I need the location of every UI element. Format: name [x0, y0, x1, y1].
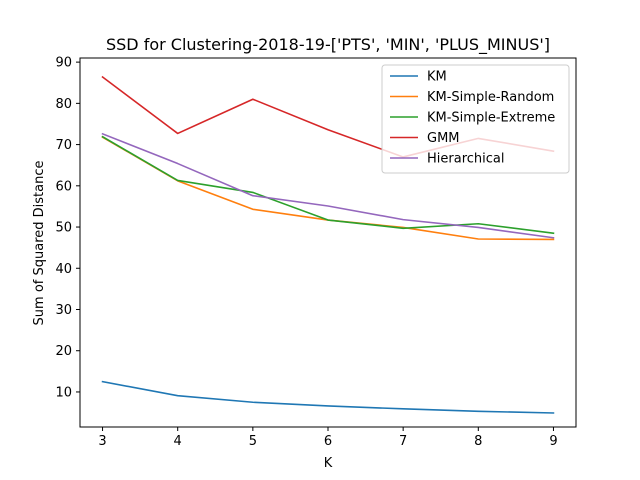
y-tick-label: 60	[55, 179, 72, 194]
legend-label: KM-Simple-Extreme	[427, 111, 555, 126]
y-axis-title: Sum of Squared Distance	[32, 161, 47, 326]
x-tick-label: 5	[249, 434, 257, 449]
y-tick-label: 40	[55, 262, 72, 277]
y-tick-label: 50	[55, 221, 72, 236]
legend-label: Hierarchical	[427, 152, 504, 167]
y-tick-label: 90	[55, 56, 72, 71]
legend: KM KM-Simple-Random KM-Simple-Extreme GMM Hi…	[381, 64, 570, 174]
series-line-km-simple-extreme	[101, 135, 555, 235]
y-tick-label: 80	[55, 97, 72, 112]
legend-label: KM	[427, 70, 447, 85]
x-tick-label: 7	[399, 434, 407, 449]
y-tick-label: 10	[55, 385, 72, 400]
series-line-hierarchical	[101, 132, 555, 239]
chart-title: SSD for Clustering-2018-19-['PTS', 'MIN'…	[106, 35, 550, 55]
x-tick-label: 6	[324, 434, 332, 449]
legend-box	[381, 64, 570, 174]
plot-area: 3 4 5 6 7 8 9 10 20 30 40 50 60 70 80 90	[55, 56, 577, 449]
x-tick-label: 3	[98, 434, 106, 449]
y-axis: 10 20 30 40 50 60 70 80 90	[55, 56, 80, 400]
x-axis-title: K	[324, 456, 333, 471]
legend-label: KM-Simple-Random	[427, 90, 554, 105]
x-tick-label: 9	[549, 434, 557, 449]
y-tick-label: 70	[55, 138, 72, 153]
x-tick-label: 8	[474, 434, 482, 449]
y-tick-label: 20	[55, 344, 72, 359]
x-tick-label: 4	[174, 434, 182, 449]
series-line-km	[101, 380, 555, 414]
series-layer	[101, 75, 555, 414]
x-axis: 3 4 5 6 7 8 9	[98, 427, 558, 449]
legend-label: GMM	[427, 131, 460, 146]
y-tick-label: 30	[55, 303, 72, 318]
